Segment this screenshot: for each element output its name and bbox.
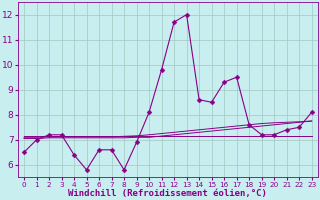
X-axis label: Windchill (Refroidissement éolien,°C): Windchill (Refroidissement éolien,°C) bbox=[68, 189, 267, 198]
